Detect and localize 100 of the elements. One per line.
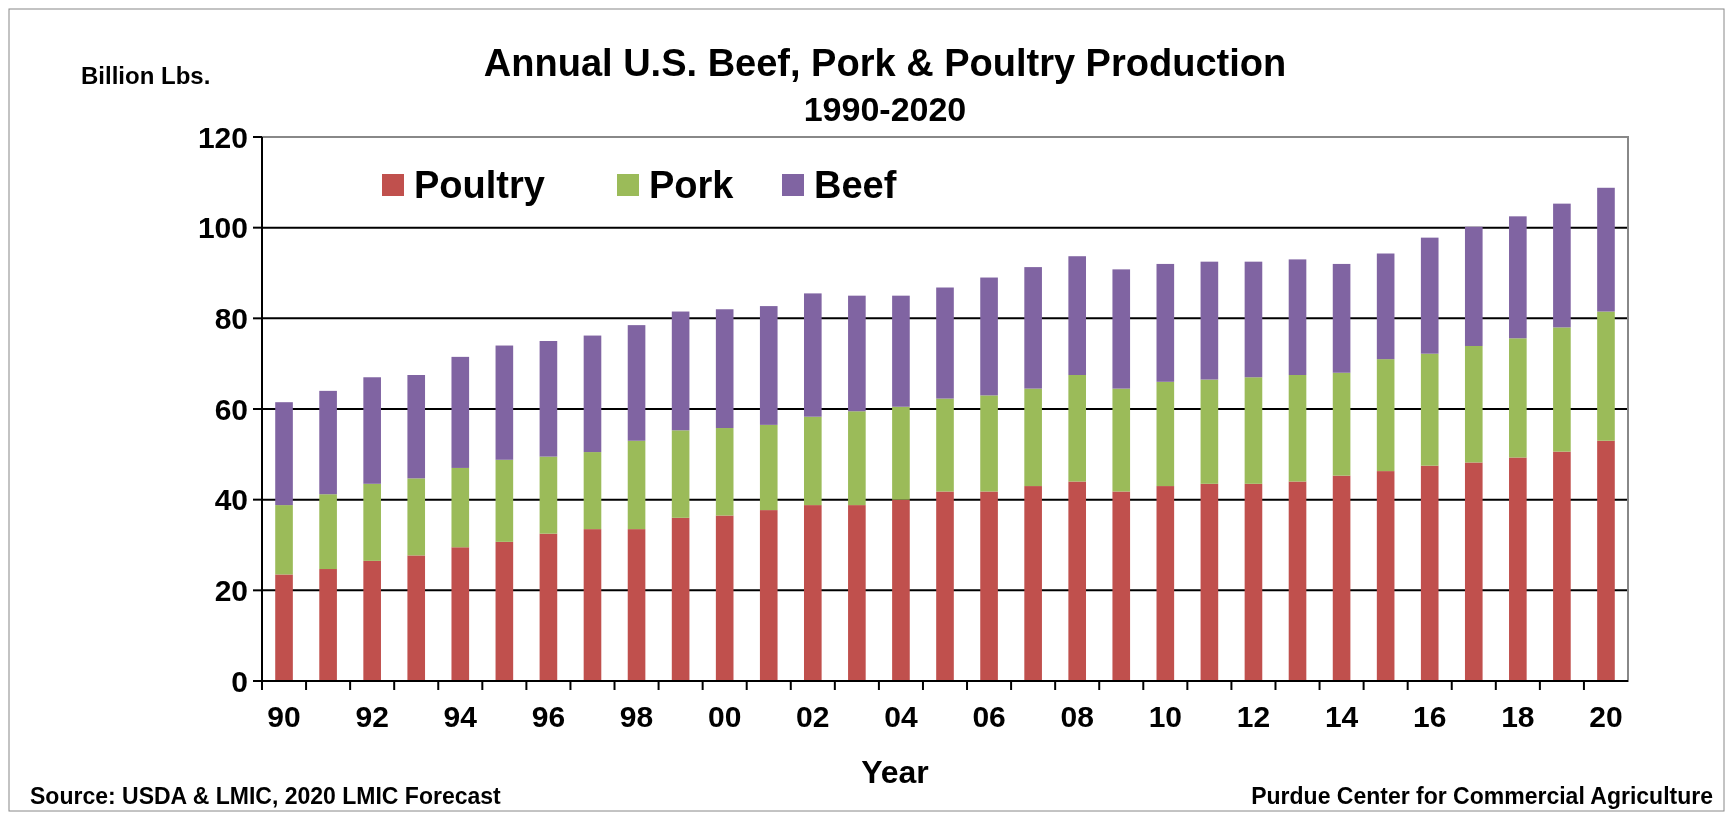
bar — [1464, 462, 1483, 681]
bar — [451, 467, 470, 548]
x-tick-label: 96 — [531, 700, 566, 733]
bar — [495, 345, 514, 460]
bar — [1156, 263, 1175, 382]
bar — [1597, 440, 1615, 681]
bar — [1509, 216, 1527, 339]
bar — [1112, 269, 1131, 389]
x-tick-label: 06 — [972, 700, 1006, 733]
bar — [1288, 481, 1307, 681]
bar — [1068, 375, 1087, 482]
x-tick-label: 14 — [1324, 700, 1359, 733]
legend-label: Poultry — [414, 164, 545, 207]
bar — [1024, 388, 1042, 487]
bar — [1376, 253, 1395, 360]
bar — [1244, 483, 1263, 681]
bar — [1553, 327, 1571, 452]
bar — [407, 375, 426, 479]
x-tick-label: 98 — [619, 700, 654, 733]
bar — [1509, 338, 1527, 458]
bar — [892, 499, 910, 681]
bar — [1024, 267, 1042, 389]
x-tick-label: 04 — [884, 700, 918, 733]
x-tick-label: 90 — [267, 700, 301, 733]
bar — [539, 456, 558, 534]
bar — [1553, 451, 1571, 681]
bar — [1156, 381, 1175, 487]
bar — [1288, 259, 1307, 375]
x-tick-label: 08 — [1060, 700, 1094, 733]
bar — [319, 569, 337, 681]
bar — [715, 309, 734, 429]
bar — [451, 356, 470, 468]
x-tick-label: 20 — [1589, 700, 1623, 733]
bar — [1068, 256, 1087, 375]
chart-subtitle: 1990-2020 — [803, 90, 967, 128]
bar — [275, 574, 293, 681]
bar — [936, 287, 954, 399]
y-tick-label: 40 — [214, 483, 248, 517]
source-note: Source: USDA & LMIC, 2020 LMIC Forecast — [30, 783, 502, 809]
bar — [715, 515, 734, 681]
bar — [1200, 261, 1219, 380]
bar — [1244, 261, 1263, 378]
bar — [363, 483, 381, 561]
bar — [848, 295, 866, 412]
bar — [1597, 187, 1615, 312]
x-tick-label: 92 — [355, 700, 389, 733]
y-tick-label: 100 — [197, 211, 248, 245]
bar — [583, 529, 602, 681]
bar — [1509, 457, 1527, 681]
bar — [539, 341, 558, 457]
bar — [715, 428, 734, 516]
x-tick-label: 16 — [1413, 700, 1447, 733]
bar — [980, 395, 998, 492]
bar — [1156, 486, 1175, 681]
bar — [936, 491, 954, 681]
bar — [1200, 483, 1219, 681]
bar — [892, 295, 910, 407]
bar — [407, 478, 426, 556]
legend-label: Beef — [814, 164, 897, 207]
bar — [407, 555, 426, 681]
x-tick-label: 10 — [1148, 700, 1183, 733]
y-tick-label: 80 — [214, 301, 248, 335]
bar — [980, 277, 998, 396]
bar — [1200, 379, 1219, 484]
bar — [759, 306, 778, 425]
bar — [803, 416, 822, 506]
bar — [803, 293, 822, 417]
bar — [495, 459, 514, 542]
bar — [1332, 372, 1351, 476]
bar — [319, 390, 337, 495]
bar — [583, 452, 602, 530]
bar — [539, 533, 558, 681]
bar — [1068, 481, 1087, 681]
bar — [848, 411, 866, 506]
bar — [1553, 203, 1571, 328]
bar — [848, 505, 866, 681]
x-axis-title: Year — [861, 754, 929, 790]
bar — [1244, 377, 1263, 484]
bar — [495, 541, 514, 681]
bar — [275, 505, 293, 575]
bar — [1332, 475, 1351, 681]
bar — [671, 430, 690, 518]
bar — [759, 510, 778, 681]
bar — [759, 424, 778, 511]
bar — [671, 311, 690, 431]
bar — [1024, 486, 1042, 681]
bar — [936, 398, 954, 492]
y-tick-label: 20 — [214, 573, 248, 607]
y-tick-label: 60 — [214, 392, 248, 426]
bar — [1332, 263, 1351, 373]
bar — [1112, 491, 1131, 681]
bar — [319, 494, 337, 570]
x-tick-label: 18 — [1501, 700, 1535, 733]
y-tick-label: 0 — [231, 664, 248, 698]
bar — [980, 491, 998, 681]
text: Purdue Center for Commercial Agriculture — [1251, 783, 1713, 809]
bar — [363, 560, 381, 681]
legend-label: Pork — [649, 164, 735, 207]
bar — [1597, 311, 1615, 441]
bar — [627, 325, 646, 441]
